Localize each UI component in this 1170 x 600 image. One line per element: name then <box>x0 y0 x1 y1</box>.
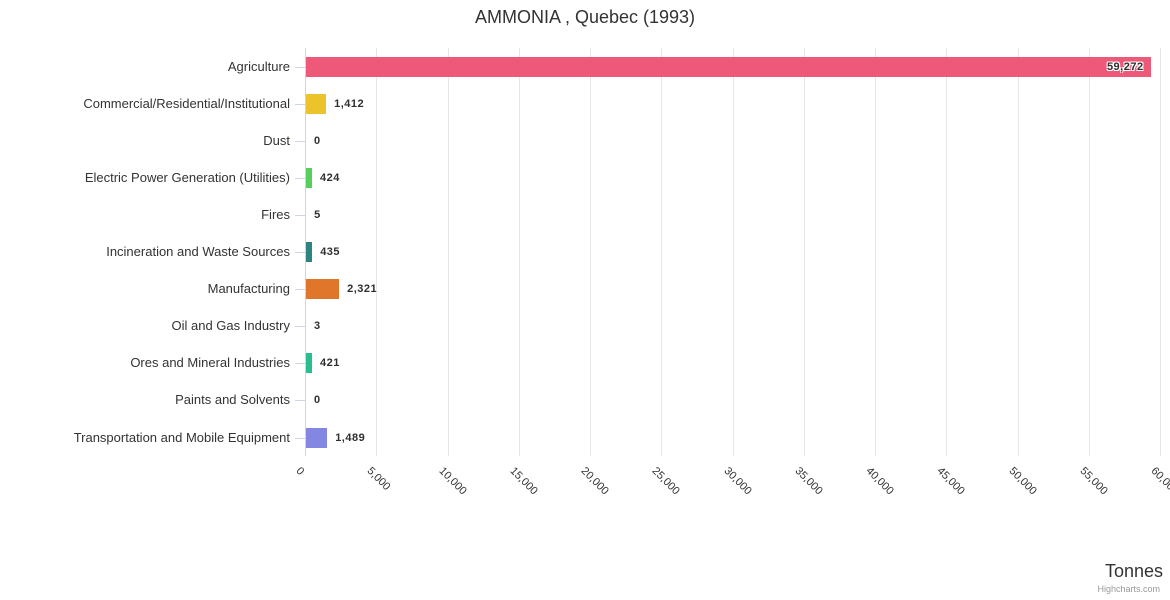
value-axis-title: Tonnes <box>1104 561 1163 581</box>
category-axis-line <box>305 48 306 456</box>
value-axis-tick-label: 10,000 <box>436 465 469 498</box>
category-tick <box>295 437 305 439</box>
highcharts-credits-link[interactable]: Highcharts.com <box>1097 584 1160 594</box>
category-tick <box>295 252 305 253</box>
gridline <box>661 48 663 456</box>
bar-agriculture[interactable] <box>306 56 1151 77</box>
gridline <box>1017 48 1019 456</box>
data-label: 0 <box>314 394 321 407</box>
value-axis-tick-label: 60,000 <box>1148 465 1170 498</box>
gridline <box>875 48 876 456</box>
category-label: Dust <box>263 132 290 148</box>
category-label: Transportation and Mobile Equipment <box>73 429 290 445</box>
category-label: Electric Power Generation (Utilities) <box>84 169 290 185</box>
category-label: Agriculture <box>227 58 290 74</box>
value-axis-tick-label: 0 <box>293 465 307 478</box>
data-label: 5 <box>314 208 321 221</box>
category-label: Paints and Solvents <box>175 392 290 408</box>
bar-ores-and-mineral-industries[interactable] <box>306 353 312 374</box>
category-tick <box>295 214 305 216</box>
category-tick <box>295 400 305 402</box>
value-axis-tick-label: 25,000 <box>649 465 683 498</box>
value-axis-tick-label: 45,000 <box>934 465 968 498</box>
bar-commercial-residential-institutional[interactable] <box>306 93 327 114</box>
category-label: Manufacturing <box>207 281 290 297</box>
bar-transportation-and-mobile-equipment[interactable] <box>306 427 328 448</box>
category-tick <box>295 140 305 142</box>
data-label: 3 <box>314 320 321 333</box>
category-label: Incineration and Waste Sources <box>106 244 290 259</box>
category-tick <box>295 363 305 365</box>
gridline <box>1160 48 1161 456</box>
data-label: 2,321 <box>347 283 378 296</box>
value-axis-tick-label: 40,000 <box>863 465 896 498</box>
gridline <box>376 48 378 456</box>
value-axis-tick-label: 20,000 <box>578 465 611 498</box>
gridline <box>803 48 805 456</box>
category-tick <box>295 326 305 328</box>
category-label: Oil and Gas Industry <box>171 318 291 334</box>
data-label: 0 <box>314 134 321 147</box>
data-label: 1,489 <box>335 431 366 444</box>
value-axis-tick-label: 15,000 <box>507 465 540 498</box>
gridline <box>590 48 591 456</box>
gridline <box>732 48 734 456</box>
category-tick <box>295 103 305 105</box>
bar-electric-power-generation-utilities-[interactable] <box>306 167 312 188</box>
data-label: 421 <box>320 357 340 370</box>
value-axis-tick-label: 5,000 <box>364 465 393 493</box>
category-label: Ores and Mineral Industries <box>130 355 290 371</box>
data-label: 424 <box>320 171 340 184</box>
gridline <box>1088 48 1090 456</box>
data-label: 59,272 <box>1106 60 1144 73</box>
data-label: 1,412 <box>334 97 365 110</box>
value-axis-tick-label: 35,000 <box>792 465 825 498</box>
value-axis-tick-label: 50,000 <box>1006 465 1039 498</box>
category-tick <box>295 289 305 291</box>
value-axis-tick-label: 30,000 <box>721 465 754 498</box>
category-tick <box>295 177 305 179</box>
category-label: Fires <box>261 206 290 222</box>
data-label: 435 <box>320 246 341 258</box>
bar-manufacturing[interactable] <box>306 279 340 300</box>
category-tick <box>295 66 305 68</box>
gridline <box>518 48 520 456</box>
gridline <box>447 48 449 456</box>
value-axis-tick-label: 55,000 <box>1077 465 1110 498</box>
bar-incineration-and-waste-sources[interactable] <box>306 242 313 262</box>
chart-title: AMMONIA , Quebec (1993) <box>474 7 696 27</box>
category-label: Commercial/Residential/Institutional <box>83 95 290 111</box>
gridline <box>946 48 948 456</box>
